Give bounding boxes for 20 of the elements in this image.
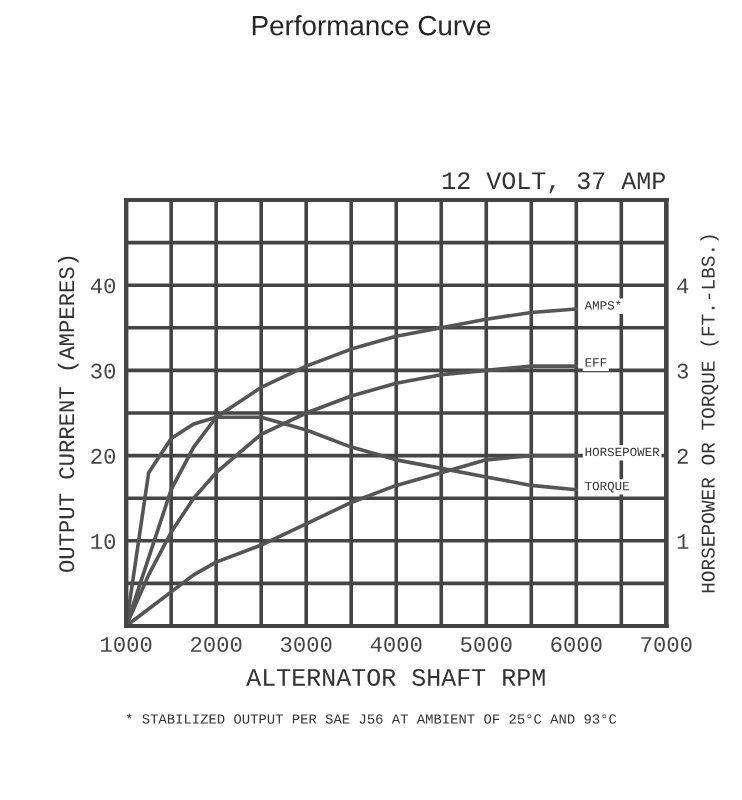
y-tick-label: 10 [91, 533, 116, 550]
y2-tick-label: 4 [677, 278, 689, 294]
y2-axis-title: HORSEPOWER OR TORQUE (FT.-LBS.) [700, 235, 719, 593]
x-tick-label: 4000 [370, 636, 422, 653]
y-tick-label: 30 [91, 363, 116, 379]
x-tick-label: 5000 [460, 636, 512, 653]
x-tick-label: 3000 [280, 636, 332, 653]
x-tick-label: 1000 [101, 636, 152, 653]
y2-tick-label: 3 [677, 363, 688, 379]
chart-title: Performance Curve [252, 15, 491, 36]
y-axis-title: OUTPUT CURRENT (AMPERES) [57, 256, 79, 572]
x-axis-title: ALTERNATOR SHAFT RPM [246, 668, 545, 686]
y-tick-label: 40 [90, 278, 116, 294]
y-tick-label: 20 [91, 448, 116, 464]
x-tick-label: 7000 [641, 636, 692, 653]
x-tick-label: 2000 [191, 636, 242, 653]
y2-tick-label: 1 [677, 534, 689, 549]
y2-tick-label: 2 [677, 448, 688, 464]
chart-subtitle: 12 VOLT, 37 AMP [443, 172, 665, 194]
x-tick-label: 6000 [551, 636, 602, 653]
